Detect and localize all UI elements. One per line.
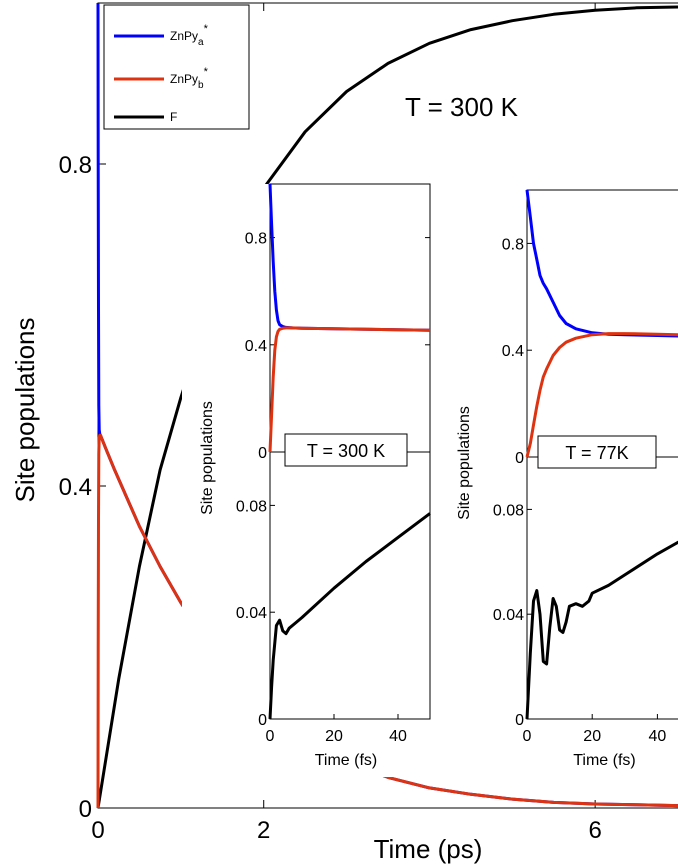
inset-series-znpyb: [268, 326, 431, 453]
inset-top-y-label: 0: [258, 445, 267, 462]
legend-label: ZnPyb*: [170, 66, 209, 91]
inset-x-axis-label: Time (fs): [573, 752, 636, 769]
legend-label: F: [170, 110, 177, 124]
inset-x-axis-label: Time (fs): [315, 752, 378, 769]
inset-series-znpyb: [525, 332, 678, 458]
inset-temperature-box: [284, 433, 408, 467]
inset-x-label: 40: [389, 728, 407, 745]
inset-temperature-box: [537, 435, 657, 469]
inset-series-f: [525, 540, 678, 720]
x-tick-label: 2: [257, 817, 270, 844]
legend-label: ZnPya*: [170, 23, 209, 48]
y-tick-label: 0.4: [59, 474, 92, 501]
inset-top-y-label: 0.4: [502, 343, 524, 360]
inset-bottom-y-label: 0.04: [236, 605, 267, 622]
inset-x-label: 0: [523, 728, 532, 745]
inset-bottom-y-label: 0: [258, 712, 267, 729]
y-tick-label: 0.8: [59, 152, 92, 179]
inset-77k: 0 0.4 0.8 0 0.04 0.08 0 20 40 Time (fs) Site popul…: [439, 189, 678, 777]
inset-x-label: 20: [583, 728, 601, 745]
temperature-annotation: T = 300 K: [405, 92, 519, 122]
inset-top-y-label: 0.4: [245, 338, 267, 355]
inset-top-y-label: 0: [515, 450, 524, 467]
inset-bottom-y-label: 0.04: [493, 607, 524, 624]
inset-x-label: 0: [266, 728, 275, 745]
series-line-f: [96, 5, 678, 809]
inset-temperature-label: T = 77K: [565, 443, 628, 463]
inset-300k: 0 0.4 0.8 0 0.04 0.08 0 20 40 Time (fs) Site popul…: [182, 183, 431, 777]
legend: ZnPya* ZnPyb* F: [103, 4, 250, 130]
inset-y-axis-label: Site populations: [199, 401, 216, 515]
inset-temperature-label: T = 300 K: [307, 441, 385, 461]
x-tick-label: 0: [91, 817, 104, 844]
inset-x-label: 20: [325, 728, 343, 745]
inset-top-y-label: 0.8: [502, 236, 524, 253]
inset-x-label: 40: [649, 728, 667, 745]
inset-bottom-y-label: 0.08: [236, 498, 267, 515]
x-tick-label: 6: [588, 817, 601, 844]
x-axis-label: Time (ps): [374, 834, 483, 864]
inset-y-axis-label: Site populations: [456, 406, 473, 520]
inset-bottom-y-label: 0: [515, 712, 524, 729]
y-axis-label: Site populations: [10, 317, 40, 502]
y-tick-label: 0: [79, 796, 92, 823]
inset-series-f: [268, 512, 431, 720]
inset-top-y-label: 0.8: [245, 231, 267, 248]
legend-box: [103, 4, 250, 130]
inset-bottom-y-label: 0.08: [493, 502, 524, 519]
